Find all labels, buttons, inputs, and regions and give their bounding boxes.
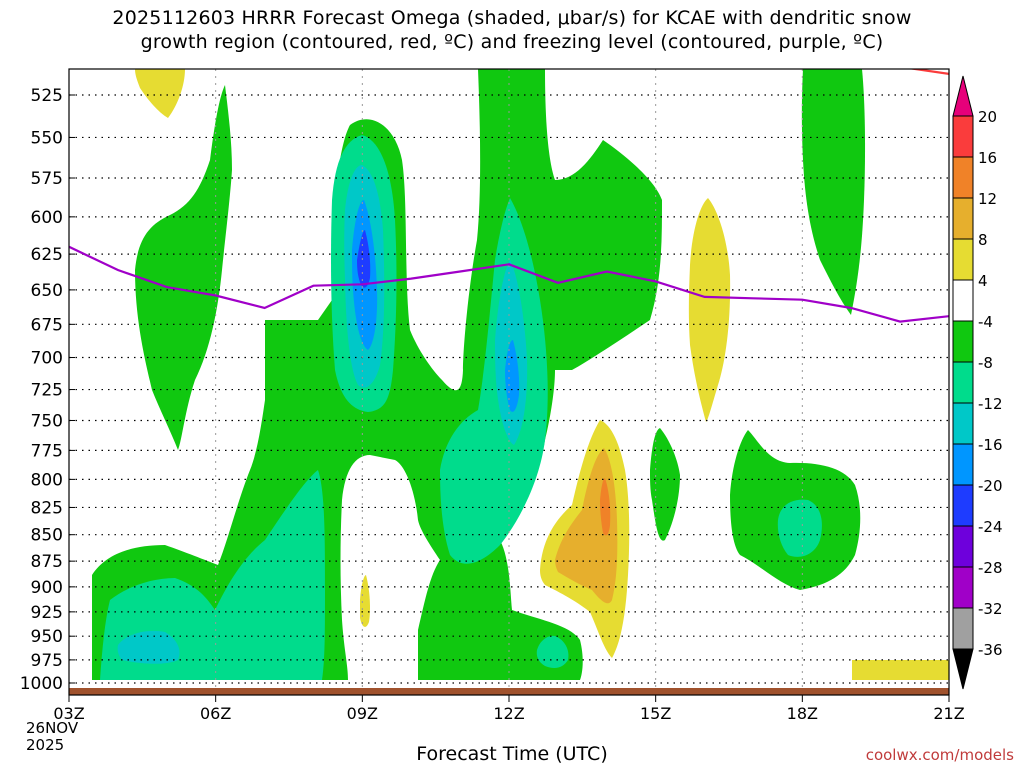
colorbar-label: -4 [978,313,993,331]
y-axis: 525 550 575 600 625 650 675 700 725 750 775 800 825 8… [20,86,75,694]
y-tick-label: 575 [31,169,63,189]
chart-title-line2: growth region (contoured, red, ºC) and f… [140,31,884,53]
freezing-level-line [69,245,949,323]
colorbar-label: -24 [978,518,1003,536]
y-tick-label: 525 [31,86,63,106]
colorbar-label: -20 [978,477,1003,495]
colorbar-segment [952,607,974,650]
y-tick-label: 775 [31,441,63,461]
colorbar-label: -8 [978,354,993,372]
y-tick-label: 825 [31,498,63,518]
colorbar-segment [952,443,974,486]
omega-region-deepblue-09z [357,230,371,288]
omega-region-cyan-lowleft [117,630,180,664]
credit-text: coolwx.com/models [865,746,1014,764]
y-tick-label: 925 [31,603,63,623]
x-tick-label: 18Z [787,704,818,723]
x-tick-label: 15Z [640,704,671,723]
dendritic-growth-line [907,69,949,75]
omega-region-yellow-09z-low [360,575,370,627]
y-tick-label: 875 [31,552,63,572]
colorbar-segment [952,484,974,527]
colorbar-label: 12 [978,190,997,208]
omega-region-teal-12z [440,198,548,564]
y-tick-label: 700 [31,349,63,369]
colorbar-label: -36 [978,641,1003,659]
colorbar-label: -12 [978,395,1003,413]
grid-lines [69,69,949,688]
colorbar-segment [952,525,974,568]
colorbar-segment [952,279,974,322]
y-tick-label: 625 [31,245,63,265]
colorbar-label: -28 [978,559,1003,577]
colorbar-segment [952,320,974,363]
x-tick-label: 03Z [53,704,84,723]
chart-title: 2025112603 HRRR Forecast Omega (shaded, … [0,6,1024,54]
colorbar-segment [952,566,974,609]
y-tick-label: 675 [31,315,63,335]
chart-title-line1: 2025112603 HRRR Forecast Omega (shaded, … [112,7,912,29]
y-tick-label: 900 [31,578,63,598]
y-tick-label: 850 [31,526,63,546]
y-tick-label: 725 [31,381,63,401]
x-tick-label: 12Z [493,704,524,723]
y-tick-label: 1000 [20,674,63,694]
x-axis-label: Forecast Time (UTC) [416,743,608,765]
omega-region-yellow-sfc [852,660,949,680]
colorbar: 20 16 12 8 4 -4 -8 -12 -16 -20 -24 -28 -32 -36 [952,75,1003,690]
omega-region-teal-18z [777,499,822,557]
y-tick-label: 800 [31,470,63,490]
colorbar-label: -16 [978,436,1003,454]
start-date-label: 26NOV 2025 [26,720,78,754]
x-tick-label: 06Z [200,704,231,723]
omega-region-yellow-16z [688,198,731,422]
y-tick-label: 600 [31,208,63,228]
colorbar-segment [952,115,974,158]
y-tick-label: 975 [31,651,63,671]
x-tick-label: 21Z [933,704,964,723]
omega-region-teal-lowleft [100,470,325,680]
colorbar-segment [952,402,974,445]
omega-region-orange-14z [600,478,611,536]
colorbar-segment [952,197,974,240]
colorbar-segment [952,238,974,281]
colorbar-label: 20 [978,108,997,126]
x-tick-label: 09Z [347,704,378,723]
x-axis: 03Z 06Z 09Z 12Z 15Z 18Z 21Z [53,695,965,723]
colorbar-label: 4 [978,272,988,290]
colorbar-label: -32 [978,600,1003,618]
colorbar-top-arrow [952,75,974,117]
omega-region-green-18z-top [801,69,866,315]
start-date-year: 2025 [26,736,65,754]
y-tick-label: 650 [31,281,63,301]
colorbar-segment [952,361,974,404]
colorbar-label: 8 [978,231,988,249]
colorbar-bottom-arrow [952,648,974,690]
omega-region-green-15z [650,428,680,541]
y-tick-label: 550 [31,128,63,148]
y-tick-label: 750 [31,411,63,431]
ground-strip [69,688,949,695]
omega-region-green-upper-left [135,85,232,450]
colorbar-label: 16 [978,149,997,167]
colorbar-segment [952,156,974,199]
y-tick-label: 950 [31,627,63,647]
omega-region-yellow-topleft [135,69,185,118]
start-date-day: 26NOV [26,719,79,737]
